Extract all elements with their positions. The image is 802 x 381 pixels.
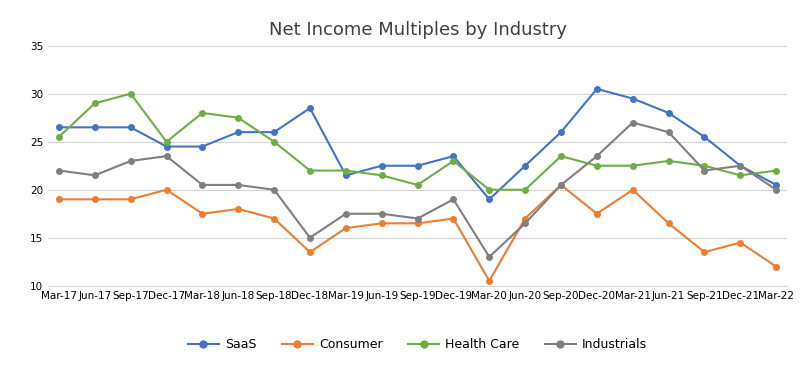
Line: SaaS: SaaS <box>56 86 778 202</box>
Health Care <box>699 163 708 168</box>
Industrials <box>269 187 278 192</box>
SaaS <box>556 130 565 134</box>
Industrials <box>305 235 314 240</box>
Consumer <box>484 279 493 283</box>
SaaS <box>591 86 601 91</box>
Consumer <box>233 207 243 211</box>
Consumer <box>161 187 171 192</box>
Health Care <box>627 163 637 168</box>
Line: Consumer: Consumer <box>56 182 778 284</box>
SaaS <box>341 173 350 178</box>
Consumer <box>376 221 386 226</box>
Industrials <box>520 221 529 226</box>
Consumer <box>341 226 350 231</box>
SaaS <box>54 125 63 130</box>
Consumer <box>269 216 278 221</box>
Industrials <box>54 168 63 173</box>
Health Care <box>591 163 601 168</box>
Health Care <box>663 158 673 163</box>
Industrials <box>341 211 350 216</box>
Consumer <box>305 250 314 255</box>
SaaS <box>305 106 314 110</box>
Consumer <box>591 211 601 216</box>
Industrials <box>771 187 780 192</box>
Consumer <box>90 197 99 202</box>
Consumer <box>556 182 565 187</box>
Industrials <box>663 130 673 134</box>
Health Care <box>54 134 63 139</box>
Industrials <box>197 182 207 187</box>
Health Care <box>197 110 207 115</box>
Consumer <box>448 216 458 221</box>
Consumer <box>699 250 708 255</box>
Health Care <box>269 139 278 144</box>
Industrials <box>90 173 99 178</box>
Health Care <box>305 168 314 173</box>
Line: Health Care: Health Care <box>56 91 778 192</box>
Industrials <box>448 197 458 202</box>
Health Care <box>376 173 386 178</box>
Legend: SaaS, Consumer, Health Care, Industrials: SaaS, Consumer, Health Care, Industrials <box>183 333 651 356</box>
Industrials <box>699 168 708 173</box>
Industrials <box>627 120 637 125</box>
Health Care <box>556 154 565 158</box>
Line: Industrials: Industrials <box>56 120 778 260</box>
Consumer <box>771 264 780 269</box>
SaaS <box>771 182 780 187</box>
Industrials <box>161 154 171 158</box>
Consumer <box>54 197 63 202</box>
SaaS <box>197 144 207 149</box>
Title: Net Income Multiples by Industry: Net Income Multiples by Industry <box>268 21 566 38</box>
Health Care <box>412 182 422 187</box>
SaaS <box>735 163 744 168</box>
Industrials <box>233 182 243 187</box>
Consumer <box>627 187 637 192</box>
Industrials <box>591 154 601 158</box>
Health Care <box>520 187 529 192</box>
Consumer <box>735 240 744 245</box>
Health Care <box>90 101 99 106</box>
Consumer <box>126 197 136 202</box>
SaaS <box>448 154 458 158</box>
SaaS <box>233 130 243 134</box>
Health Care <box>484 187 493 192</box>
Health Care <box>233 115 243 120</box>
Health Care <box>161 139 171 144</box>
Industrials <box>735 163 744 168</box>
SaaS <box>269 130 278 134</box>
Health Care <box>448 158 458 163</box>
SaaS <box>699 134 708 139</box>
Industrials <box>376 211 386 216</box>
SaaS <box>484 197 493 202</box>
SaaS <box>627 96 637 101</box>
Health Care <box>126 91 136 96</box>
Health Care <box>771 168 780 173</box>
SaaS <box>412 163 422 168</box>
Health Care <box>341 168 350 173</box>
SaaS <box>376 163 386 168</box>
Industrials <box>484 255 493 259</box>
SaaS <box>663 110 673 115</box>
SaaS <box>520 163 529 168</box>
Consumer <box>520 216 529 221</box>
Consumer <box>197 211 207 216</box>
Industrials <box>556 182 565 187</box>
Industrials <box>412 216 422 221</box>
Health Care <box>735 173 744 178</box>
SaaS <box>126 125 136 130</box>
Consumer <box>412 221 422 226</box>
Consumer <box>663 221 673 226</box>
SaaS <box>90 125 99 130</box>
SaaS <box>161 144 171 149</box>
Industrials <box>126 158 136 163</box>
